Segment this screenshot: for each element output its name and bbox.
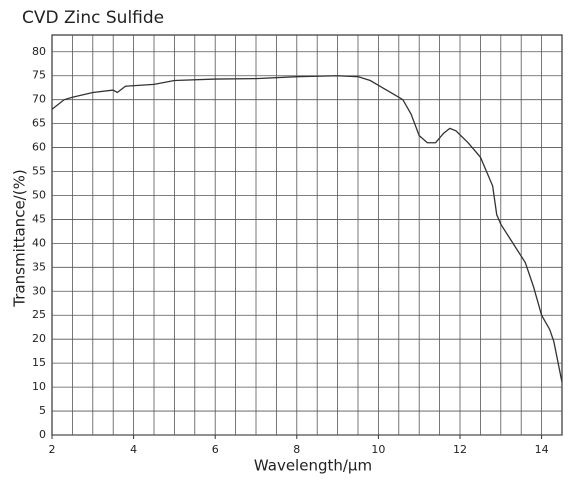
- plot-frame: [51, 34, 563, 436]
- y-tick-label: 5: [39, 404, 46, 417]
- y-tick-label: 70: [32, 93, 46, 106]
- y-tick-label: 60: [32, 141, 46, 154]
- x-tick-label: 12: [453, 443, 467, 456]
- y-tick-label: 65: [32, 117, 46, 130]
- x-tick-label: 8: [293, 443, 300, 456]
- x-axis-label: Wavelength/μm: [254, 457, 372, 475]
- y-tick-label: 15: [32, 356, 46, 369]
- y-tick-label: 20: [32, 332, 46, 345]
- y-tick-label: 75: [32, 69, 46, 82]
- y-tick-label: 35: [32, 260, 46, 273]
- x-tick-label: 10: [371, 443, 385, 456]
- y-tick-label: 55: [32, 165, 46, 178]
- y-tick-label: 25: [32, 308, 46, 321]
- y-axis-label: Transmittance/(%): [11, 169, 29, 307]
- chart-title: CVD Zinc Sulfide: [22, 8, 164, 28]
- x-tick-label: 6: [212, 443, 219, 456]
- y-tick-label: 40: [32, 236, 46, 249]
- y-tick-label: 45: [32, 212, 46, 225]
- y-tick-label: 10: [32, 380, 46, 393]
- y-tick-label: 80: [32, 45, 46, 58]
- x-tick-label: 2: [49, 443, 56, 456]
- y-tick-label: 0: [39, 428, 46, 441]
- y-tick-label: 50: [32, 188, 46, 201]
- y-tick-label: 30: [32, 284, 46, 297]
- x-tick-label: 14: [535, 443, 549, 456]
- data-line: [51, 75, 563, 383]
- x-tick-label: 4: [130, 443, 137, 456]
